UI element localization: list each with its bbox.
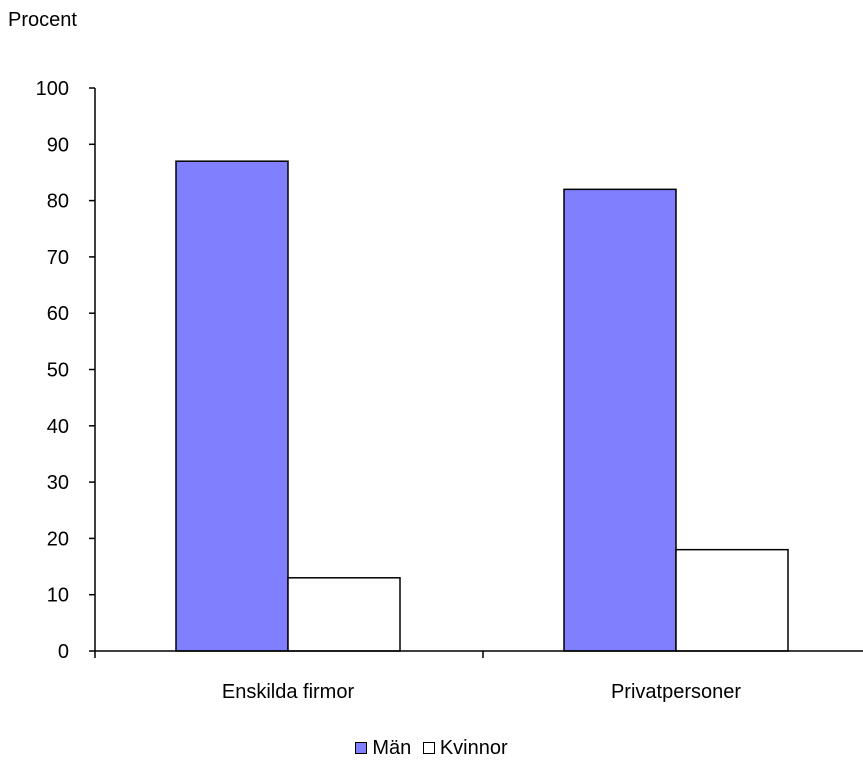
bars: [175, 160, 789, 652]
bar: [675, 548, 789, 652]
x-axis: Enskilda firmor Privatpersoner: [94, 650, 863, 703]
y-tick-label: 70: [47, 247, 69, 269]
y-tick-label: 10: [47, 585, 69, 607]
bar-chart: Procent 0 10 20 30 40 50 60 70 80 90 100 Enskilda …: [8, 9, 863, 703]
y-tick-label: 50: [47, 360, 69, 382]
y-tick-label: 0: [58, 641, 69, 663]
legend-item-kvinnor: Kvinnor: [422, 736, 508, 760]
bar: [287, 577, 401, 652]
bar: [563, 188, 677, 652]
legend-label-kvinnor: Kvinnor: [439, 737, 508, 759]
legend-swatch-kvinnor: [422, 742, 435, 754]
x-category-label: Enskilda firmor: [222, 681, 355, 703]
legend-item-man: Män: [355, 736, 411, 760]
y-tick-label: 30: [47, 472, 69, 494]
y-tick-label: 20: [47, 528, 69, 550]
bar: [175, 160, 289, 652]
y-tick-label: 100: [36, 78, 69, 100]
legend-label-man: Män: [372, 737, 412, 759]
legend-swatch-man: [355, 742, 368, 754]
y-tick-label: 60: [47, 303, 69, 325]
y-axis-ticks: 0 10 20 30 40 50 60 70 80 90 100: [36, 78, 96, 663]
x-category-label: Privatpersoner: [611, 681, 741, 703]
legend: Män Kvinnor: [0, 736, 863, 760]
y-tick-label: 80: [47, 191, 69, 213]
y-tick-label: 40: [47, 416, 69, 438]
y-tick-label: 90: [47, 134, 69, 156]
y-axis-label: Procent: [8, 9, 77, 31]
